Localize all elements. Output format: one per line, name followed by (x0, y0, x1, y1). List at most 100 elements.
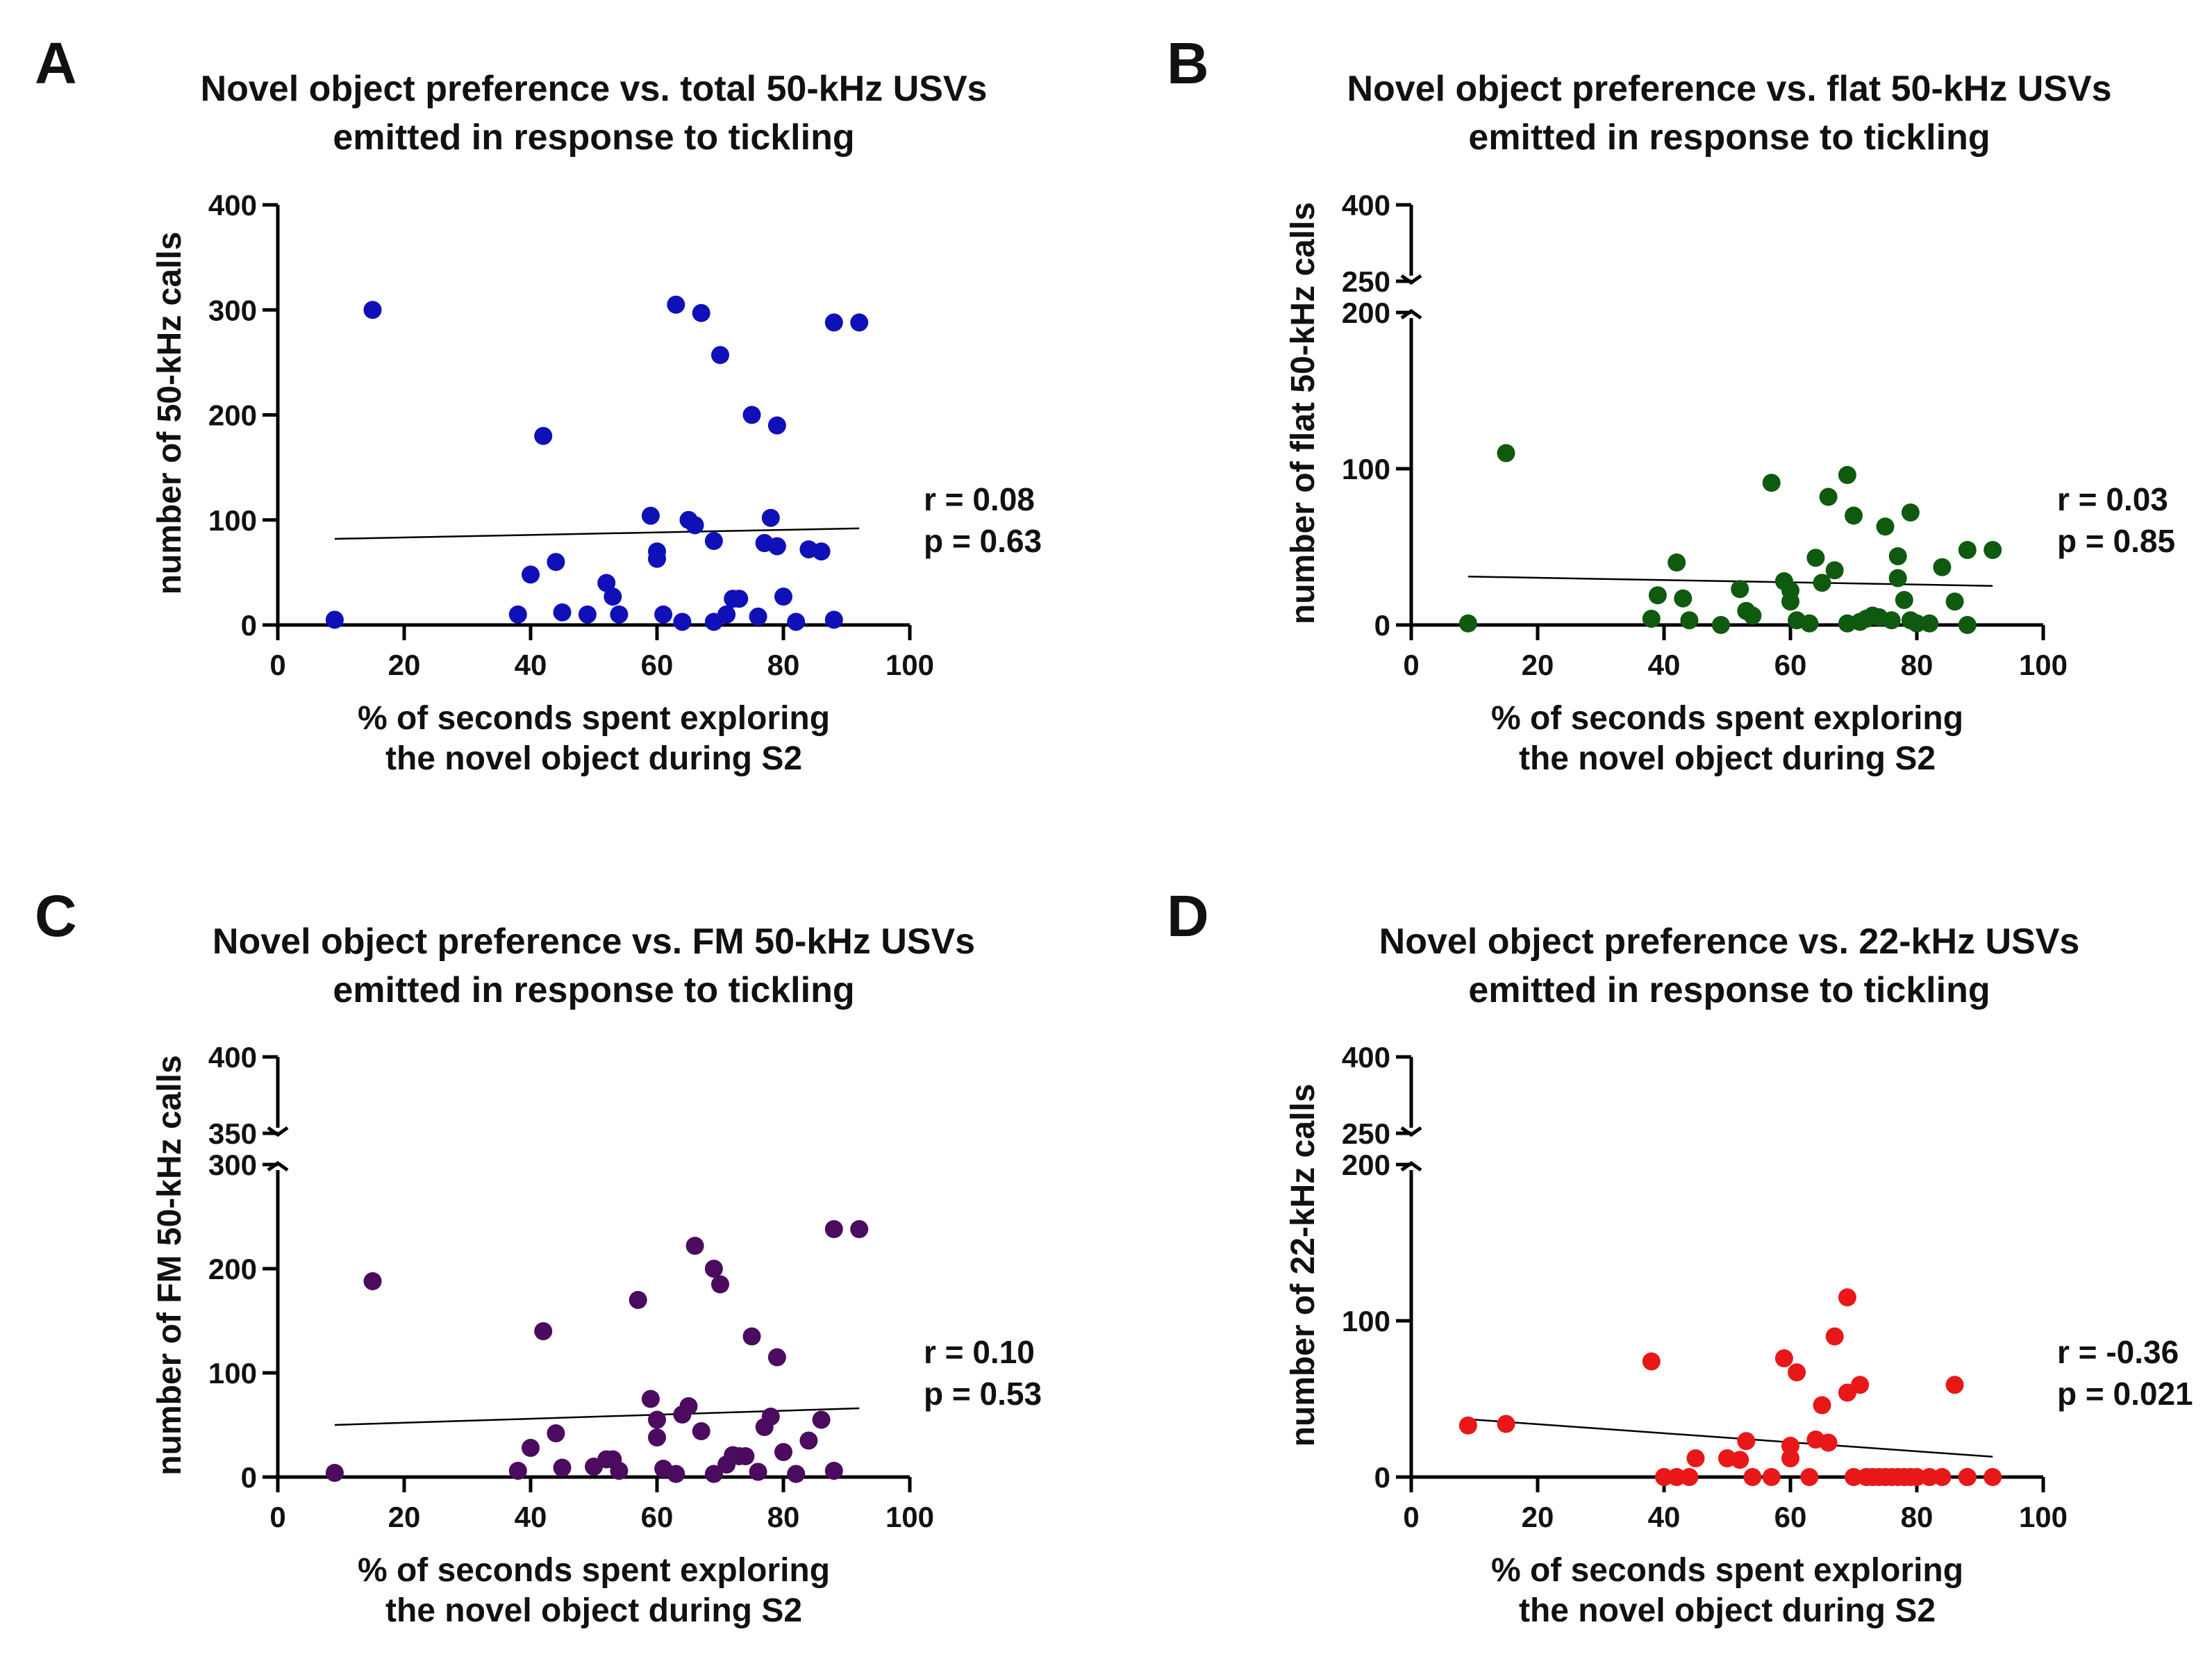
data-point (522, 565, 540, 584)
data-point (717, 605, 736, 624)
data-point (767, 537, 786, 556)
data-point (597, 574, 616, 592)
data-point (648, 549, 666, 568)
data-point (1920, 1468, 1939, 1486)
data-point (1743, 1468, 1762, 1486)
r-value: r = 0.10 (924, 1334, 1035, 1370)
panel-letter: D (1167, 883, 1209, 949)
y-tick-label: 300 (208, 294, 257, 326)
x-axis-label: % of seconds spent exploring (1491, 700, 1963, 737)
data-point (1920, 614, 1939, 633)
data-point (1668, 1468, 1686, 1486)
data-point (1908, 1468, 1926, 1486)
y-tick-label: 100 (1342, 1305, 1390, 1337)
data-point (522, 1439, 540, 1457)
data-point (363, 301, 382, 319)
data-point (1888, 569, 1907, 587)
data-point (692, 1422, 710, 1440)
data-point (711, 346, 729, 365)
data-point (1774, 1349, 1793, 1367)
data-point (704, 1260, 723, 1278)
r-value: r = 0.08 (924, 481, 1035, 517)
data-point (1781, 1449, 1799, 1467)
data-point (1781, 1437, 1799, 1455)
data-point (325, 1464, 344, 1482)
y-tick-label: 200 (1342, 297, 1390, 329)
data-point (1668, 553, 1686, 572)
data-point (641, 1390, 660, 1408)
data-point (1933, 1468, 1952, 1486)
data-point (1686, 1449, 1705, 1467)
x-tick-label: 60 (1774, 1501, 1807, 1533)
y-tick-label: 250 (1342, 1117, 1390, 1150)
p-value: p = 0.85 (2057, 523, 2175, 559)
data-point (1781, 581, 1799, 600)
data-point (1958, 616, 1977, 634)
x-tick-label: 20 (1522, 1501, 1554, 1533)
data-point (1895, 591, 1913, 609)
y-tick-label: 400 (1342, 189, 1390, 222)
data-point (787, 612, 806, 631)
data-point (1901, 503, 1920, 522)
data-point (1711, 616, 1730, 634)
x-tick-label: 60 (641, 649, 674, 681)
p-value: p = 0.021 (2057, 1376, 2193, 1412)
data-point (654, 605, 673, 624)
y-axis-label: number of flat 50-kHz calls (1285, 202, 1322, 624)
data-point (1958, 541, 1977, 559)
data-point (1731, 1451, 1749, 1469)
x-axis-label: the novel object during S2 (385, 1592, 802, 1629)
data-point (767, 416, 786, 435)
x-tick-label: 0 (1403, 1501, 1419, 1533)
y-tick-label: 100 (208, 504, 257, 537)
data-point (508, 605, 527, 624)
data-point (711, 1275, 729, 1294)
chart-title-line: Novel object preference vs. FM 50-kHz US… (213, 921, 975, 962)
data-point (673, 612, 692, 631)
panel-c: C Novel object preference vs. FM 50-kHz U… (35, 883, 1042, 1629)
x-tick-label: 40 (515, 649, 547, 681)
data-point (1788, 1363, 1806, 1382)
r-value: r = 0.03 (2057, 481, 2168, 517)
panel-a: A Novel object preference vs. total 50-kH… (35, 31, 1042, 777)
data-point (679, 1397, 698, 1415)
x-axis-label: % of seconds spent exploring (358, 700, 830, 737)
data-point (824, 610, 843, 629)
data-point (1813, 574, 1831, 592)
data-point (553, 1458, 572, 1477)
data-point (1642, 610, 1661, 628)
data-point (1731, 580, 1749, 599)
y-tick-label: 0 (1374, 609, 1390, 642)
y-tick-label: 0 (1374, 1461, 1390, 1494)
data-point (812, 1410, 831, 1429)
panel-b: B Novel object preference vs. flat 50-kHz… (1167, 31, 2175, 777)
data-point (1945, 1376, 1964, 1394)
data-point (1908, 614, 1926, 633)
panel-d: D Novel object preference vs. 22-kHz USVs… (1167, 883, 2193, 1629)
data-point (508, 1462, 527, 1480)
data-point (534, 1322, 553, 1340)
regression-line (1467, 1418, 1993, 1458)
data-point (1458, 1416, 1477, 1435)
x-tick-label: 100 (2019, 1501, 2068, 1533)
y-tick-label: 250 (1342, 265, 1390, 298)
data-point (604, 587, 622, 606)
data-point (1819, 487, 1838, 506)
regression-line (334, 1407, 860, 1426)
data-point (363, 1272, 382, 1290)
x-tick-label: 0 (269, 649, 285, 681)
y-tick-label: 350 (208, 1117, 257, 1150)
y-axis-label: number of 22-kHz calls (1285, 1084, 1322, 1447)
data-point (1743, 606, 1762, 625)
data-point (692, 303, 710, 322)
data-point (749, 1462, 767, 1481)
data-point (767, 1348, 786, 1367)
chart-title-line: emitted in response to tickling (333, 970, 854, 1010)
data-point (1762, 474, 1781, 492)
data-point (1945, 592, 1964, 611)
x-tick-label: 0 (1403, 649, 1419, 681)
data-point (1845, 1468, 1863, 1486)
data-point (578, 605, 597, 624)
